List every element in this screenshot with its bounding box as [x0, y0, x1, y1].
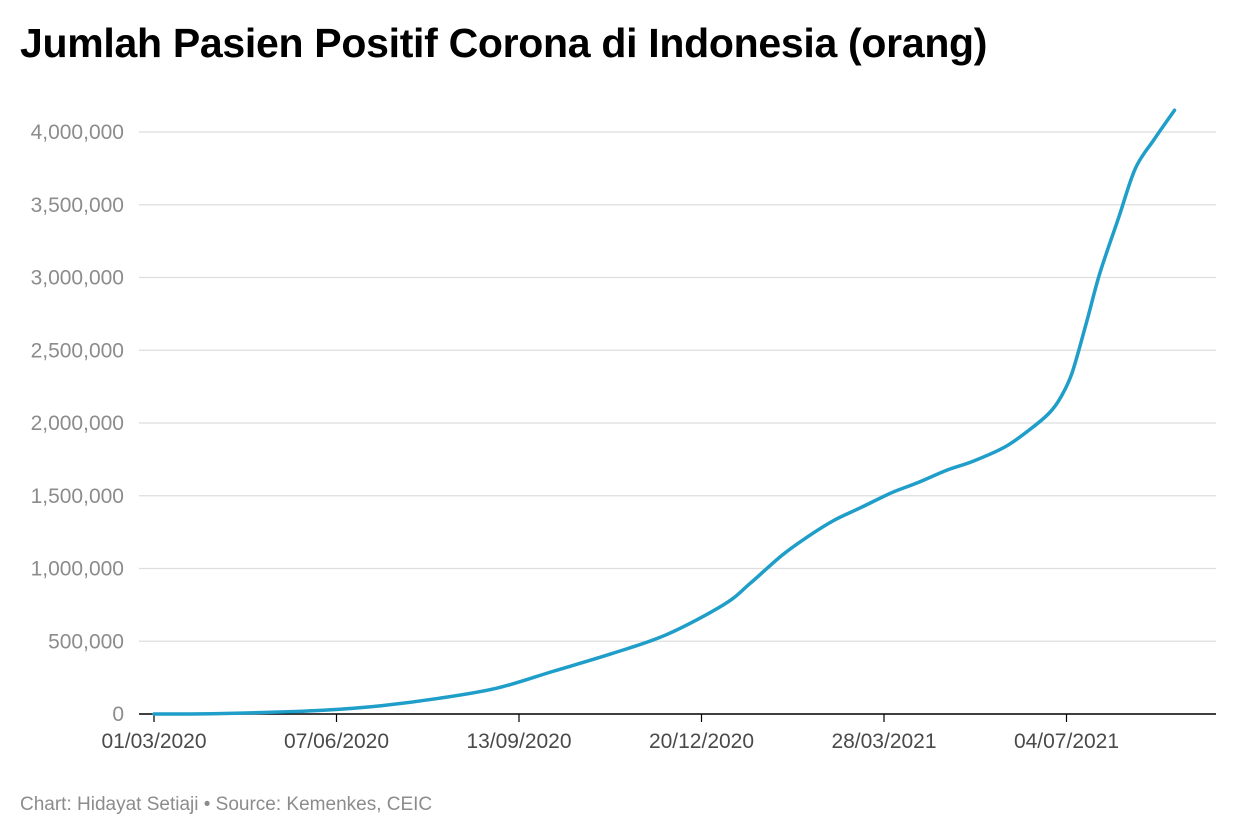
chart-source-credit: Chart: Hidayat Setiaji • Source: Kemenke…	[20, 794, 433, 815]
y-tick-label: 1,000,000	[31, 558, 124, 581]
x-tick-label: 13/09/2020	[466, 730, 571, 753]
y-tick-label: 2,000,000	[31, 412, 124, 435]
y-tick-label: 0	[112, 703, 124, 726]
y-axis-ticks: 0 500,000 1,000,000 1,500,000 2,000,000 2,500…	[31, 121, 124, 726]
line-chart: 0 500,000 1,000,000 1,500,000 2,000,000 2,500…	[31, 108, 1216, 753]
series-line	[152, 108, 1177, 716]
y-tick-label: 1,500,000	[31, 485, 124, 508]
x-tick-label: 04/07/2021	[1014, 730, 1119, 753]
chart-title: Jumlah Pasien Positif Corona di Indonesi…	[20, 20, 988, 66]
x-axis-ticks: 01/03/2020 07/06/2020 13/09/2020 20/12/2020…	[101, 714, 1119, 753]
x-tick-label: 01/03/2020	[101, 730, 206, 753]
y-tick-label: 500,000	[48, 630, 124, 653]
y-tick-label: 3,000,000	[31, 267, 124, 290]
gridlines	[139, 131, 1216, 642]
y-tick-label: 3,500,000	[31, 194, 124, 217]
y-tick-label: 2,500,000	[31, 339, 124, 362]
y-tick-label: 4,000,000	[31, 121, 124, 144]
x-tick-label: 28/03/2021	[831, 730, 936, 753]
x-tick-label: 07/06/2020	[284, 730, 389, 753]
series-layer	[152, 108, 1177, 716]
x-tick-label: 20/12/2020	[649, 730, 754, 753]
